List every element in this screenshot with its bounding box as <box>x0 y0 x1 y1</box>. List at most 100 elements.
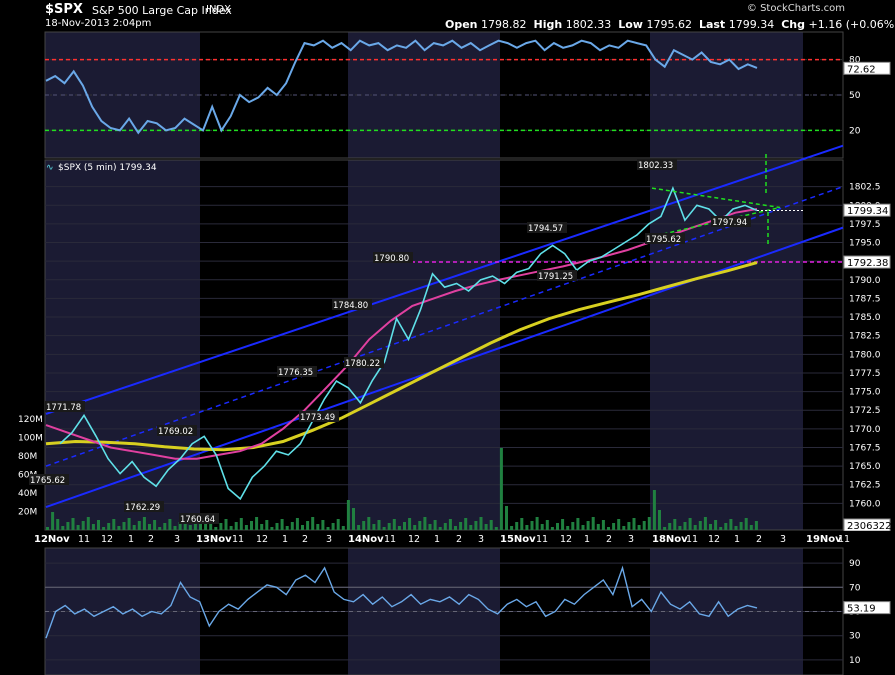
ma-fast-line <box>45 208 758 460</box>
volume-bar <box>749 525 753 530</box>
x-tick-label: 1 <box>734 534 740 545</box>
volume-bar <box>341 526 345 530</box>
price-label-box <box>711 216 751 227</box>
volume-tick: 80M <box>18 452 37 462</box>
volume-bar <box>469 525 473 530</box>
volume-bar <box>601 520 605 530</box>
rsi-top-line <box>45 39 758 135</box>
x-tick-label: 1 <box>128 534 134 545</box>
rsi-bottom-tick: 70 <box>849 583 861 593</box>
symbol: $SPX <box>45 2 83 17</box>
price-tick: 1787.5 <box>849 294 881 304</box>
volume-bar <box>173 526 177 530</box>
volume-bar <box>260 524 264 530</box>
channel-mid <box>45 185 844 467</box>
rsi-bottom-tag-box <box>843 601 891 615</box>
price-tick: 1780.0 <box>849 350 881 360</box>
volume-bar <box>642 521 646 530</box>
volume-bar <box>168 519 172 530</box>
channel-upper <box>45 144 844 415</box>
price-label-box <box>373 252 413 263</box>
volume-bar <box>652 490 656 530</box>
volume-bar <box>535 517 539 530</box>
volume-bar <box>678 526 682 530</box>
last-value: 1799.34 <box>728 18 775 31</box>
volume-bar <box>219 523 223 530</box>
chart-datetime: 18-Nov-2013 2:04pm <box>45 18 152 29</box>
volume-bar <box>744 518 748 530</box>
volume-bar <box>285 526 289 530</box>
volume-bar <box>127 518 131 530</box>
volume-bar <box>250 521 253 530</box>
price-label-box <box>527 222 567 233</box>
volume-bar <box>367 517 371 530</box>
x-tick-label: 12 <box>708 534 720 545</box>
volume-bar <box>566 526 570 530</box>
volume-bar <box>336 519 340 530</box>
volume-bar <box>275 523 279 530</box>
volume-bar <box>403 522 406 530</box>
volume-bar <box>408 518 412 530</box>
volume-bar <box>423 517 427 530</box>
volume-bar <box>362 521 366 530</box>
volume-bar <box>209 520 213 530</box>
x-tick-label: 3 <box>780 534 786 545</box>
volume-bar <box>754 521 758 530</box>
volume-bar <box>265 520 269 530</box>
rsi-bottom-tick: 90 <box>849 559 861 569</box>
price-label: 1797.94 <box>712 218 747 228</box>
volume-bar <box>647 517 651 530</box>
volume-bar <box>51 512 55 530</box>
x-tick-label: 11 <box>78 534 90 545</box>
volume-bar <box>515 522 519 530</box>
volume-bar <box>632 518 636 530</box>
volume-bar <box>525 525 529 530</box>
volume-bar <box>346 500 350 530</box>
volume-bar <box>326 527 330 530</box>
volume-bar <box>331 523 335 530</box>
x-tick-label: 2 <box>302 534 308 545</box>
volume-bar <box>178 522 182 530</box>
volume-bar <box>693 525 697 530</box>
high-label: High <box>533 18 563 31</box>
volume-bar <box>214 527 218 530</box>
volume-bar <box>571 522 575 530</box>
volume-bar <box>122 522 126 530</box>
x-tick-label: 13Nov <box>196 534 232 545</box>
price-label-box <box>537 270 577 281</box>
volume-bar <box>244 525 248 530</box>
price-tick: 1790.0 <box>849 276 881 286</box>
x-tick-label: 3 <box>628 534 634 545</box>
volume-bar <box>739 522 743 530</box>
price-label-box <box>299 411 339 422</box>
price-tick: 1782.5 <box>849 332 881 342</box>
volume-bar <box>729 519 733 530</box>
price-tick: 1770.0 <box>849 425 881 435</box>
volume-bar <box>688 518 692 530</box>
session-shading <box>45 32 803 675</box>
volume-bar <box>316 524 320 530</box>
price-tick: 1797.5 <box>849 220 881 230</box>
volume-bar <box>81 521 85 530</box>
volume-bar <box>392 519 396 530</box>
volume-bar <box>71 518 75 530</box>
volume-bar <box>479 517 483 530</box>
x-axis-band <box>0 531 895 546</box>
volume-bar <box>714 520 718 530</box>
volume-bar <box>464 518 468 530</box>
rsi-top-tick: 50 <box>849 91 861 101</box>
shade-main-1 <box>348 160 500 530</box>
volume-bar <box>433 520 437 530</box>
volume-bar <box>239 518 243 530</box>
volume-bar <box>352 508 355 530</box>
volume-bar <box>112 519 116 530</box>
volume-bar <box>204 524 208 530</box>
volume-bar <box>377 520 381 530</box>
volume-bar <box>97 520 100 530</box>
last-price-tag: 1799.34 <box>847 206 888 217</box>
volume-bar <box>658 510 661 530</box>
volume-bar <box>520 518 524 530</box>
volume-bar <box>505 506 508 530</box>
rsi-bottom-tag: 53.19 <box>847 604 876 615</box>
volume-bar <box>703 517 707 530</box>
